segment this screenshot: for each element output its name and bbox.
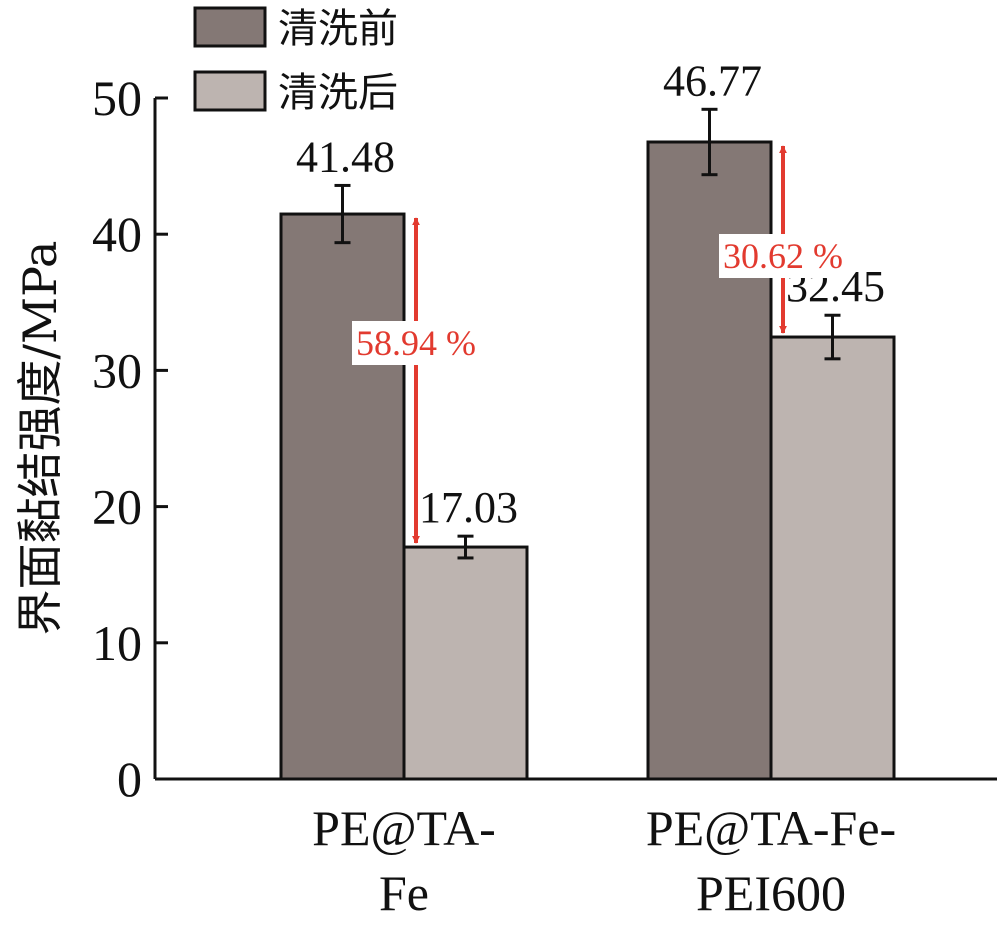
y-tick-label: 0 xyxy=(117,751,142,807)
difference-percent-label: 58.94 % xyxy=(356,323,476,363)
value-label: 17.03 xyxy=(419,483,518,532)
y-tick-label: 30 xyxy=(92,342,142,398)
value-label: 46.77 xyxy=(663,56,762,105)
y-axis-label: 界面黏结强度/MPa xyxy=(13,241,67,636)
category-label: PE@TA-Fe- xyxy=(646,800,896,856)
legend: 清洗前 清洗后 xyxy=(193,6,398,116)
legend-swatch-before xyxy=(193,6,267,48)
category-labels-layer: PE@TA- Fe PE@TA-Fe- PEI600 xyxy=(312,800,896,921)
category-label: PE@TA- xyxy=(312,800,496,856)
error-bars-layer xyxy=(334,107,841,560)
legend-label-after: 清洗后 xyxy=(278,70,398,116)
value-label: 41.48 xyxy=(296,132,395,181)
y-tick-label: 20 xyxy=(92,479,142,535)
category-label: PEI600 xyxy=(696,865,846,921)
bar-before-0 xyxy=(279,212,406,781)
difference-label-background xyxy=(352,321,480,365)
bar-after-0 xyxy=(402,545,529,781)
category-label: Fe xyxy=(379,865,429,921)
y-tick-label: 10 xyxy=(92,615,142,671)
y-tick-label: 40 xyxy=(92,206,142,262)
annotations-layer: 58.94 % 30.62 % xyxy=(352,145,847,544)
y-ticks-layer: 0 10 20 30 40 50 xyxy=(92,70,168,807)
difference-percent-label: 30.62 % xyxy=(723,236,843,276)
bar-after-1 xyxy=(769,335,896,781)
legend-label-before: 清洗前 xyxy=(278,6,398,52)
y-tick-label: 50 xyxy=(92,70,142,126)
legend-swatch-after xyxy=(193,70,267,112)
difference-label-background xyxy=(719,234,847,278)
